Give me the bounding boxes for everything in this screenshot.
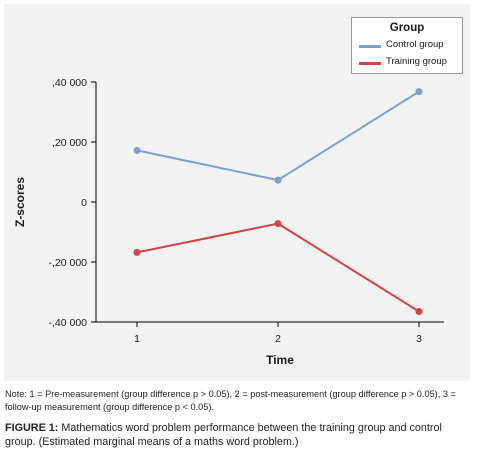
line-chart: ,40 000 ,20 000 0 -,20 000 -,40 000 1 2 3 Time Z-…: [13, 77, 444, 367]
series-line-control: [136, 90, 420, 182]
caption-label: FIGURE 1:: [5, 422, 59, 434]
data-point: [274, 176, 282, 184]
y-tick-label: ,40 000: [52, 77, 87, 89]
x-tick-label: 3: [416, 333, 422, 345]
legend: Group Control group Training group: [351, 17, 463, 74]
legend-label-training: Training group: [386, 56, 447, 67]
data-point: [415, 308, 423, 315]
legend-item-control: Control group: [359, 39, 463, 53]
y-tick-label: -,20 000: [48, 257, 87, 269]
x-tick-label: 1: [134, 333, 140, 345]
series-line-training: [136, 222, 420, 313]
legend-swatch-control: [359, 45, 381, 48]
legend-label-control: Control group: [386, 39, 444, 50]
data-point: [133, 146, 141, 154]
data-point: [133, 248, 141, 256]
data-point: [274, 220, 282, 228]
y-axis-title: Z-scores: [13, 177, 27, 227]
y-tick-label: 0: [81, 197, 87, 209]
caption-text: Mathematics word problem performance bet…: [5, 422, 442, 448]
legend-swatch-training: [359, 62, 381, 65]
figure-note: Note: 1 = Pre-measurement (group differe…: [5, 389, 456, 412]
x-tick-label: 2: [275, 333, 281, 345]
data-point: [415, 88, 423, 96]
chart-panel: ,40 000 ,20 000 0 -,20 000 -,40 000 1 2 3 Time Z-…: [4, 4, 470, 381]
legend-title: Group: [389, 22, 425, 34]
figure-caption: FIGURE 1: Mathematics word problem perfo…: [5, 422, 475, 449]
x-axis-title: Time: [266, 353, 294, 367]
y-tick-label: ,20 000: [52, 137, 87, 149]
y-tick-label: -,40 000: [48, 317, 87, 329]
legend-item-training: Training group: [359, 56, 463, 70]
